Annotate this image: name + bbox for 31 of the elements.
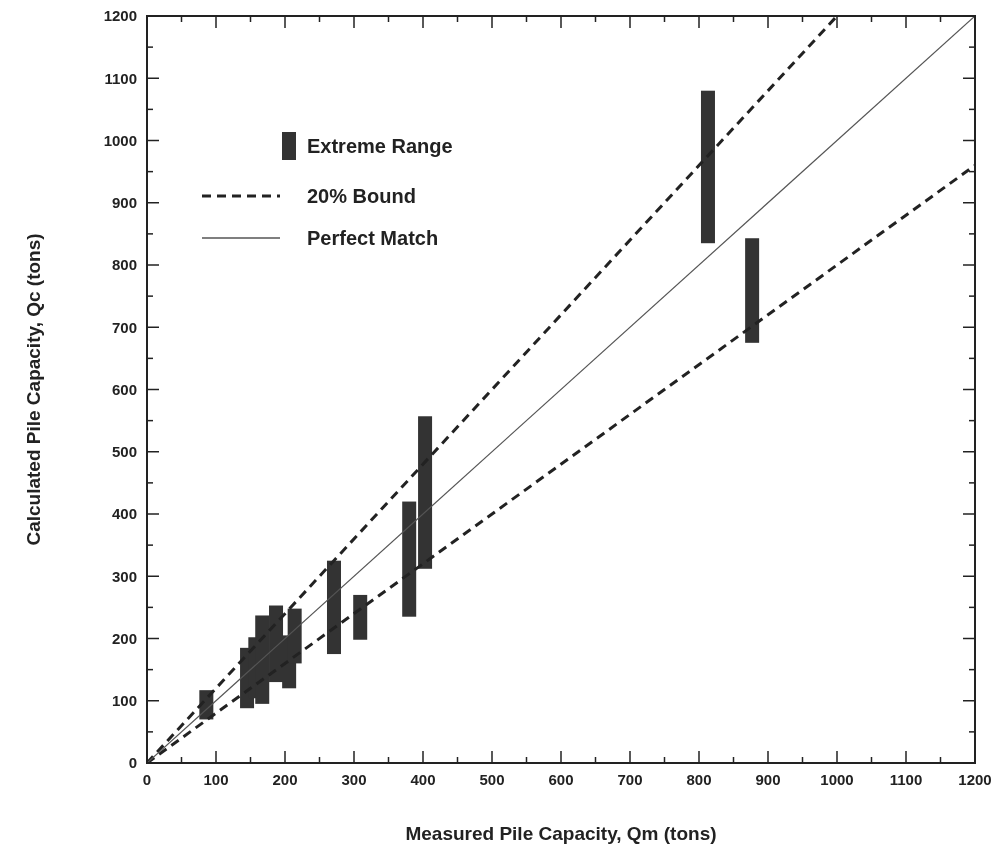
x-tick-label: 0 <box>142 771 152 788</box>
y-tick-label: 200 <box>111 629 137 647</box>
x-tick-label: 1200 <box>958 771 992 788</box>
y-tick-label: 900 <box>111 194 137 211</box>
x-tick-label: 200 <box>272 771 298 788</box>
x-tick-label: 300 <box>341 771 367 788</box>
x-tick-label: 800 <box>686 771 712 788</box>
y-tick-label: 800 <box>111 256 137 274</box>
legend-label: Perfect Match <box>307 227 439 249</box>
y-tick-label: 600 <box>111 380 137 398</box>
y-tick-label: 1000 <box>103 131 137 149</box>
x-tick-label: 100 <box>203 771 229 788</box>
x-tick-label: 500 <box>479 771 505 788</box>
y-tick-label: 0 <box>128 754 137 772</box>
y-tick-label: 500 <box>111 443 137 460</box>
y-tick-label: 700 <box>111 318 137 336</box>
y-tick-label: 1200 <box>103 7 137 25</box>
y-tick-label: 1100 <box>104 69 137 87</box>
x-tick-label: 700 <box>617 771 643 788</box>
y-axis-title: Calculated Pile Capacity, Qc (tons) <box>23 233 44 546</box>
x-tick-label: 900 <box>755 771 781 788</box>
x-axis-title: Measured Pile Capacity, Qm (tons) <box>405 823 717 844</box>
x-tick-label: 1100 <box>889 771 923 788</box>
x-tick-label: 1000 <box>820 771 854 788</box>
x-tick-label: 400 <box>410 771 436 788</box>
legend-label: Extreme Range <box>307 135 453 157</box>
y-tick-label: 400 <box>111 505 137 523</box>
y-tick-label: 300 <box>111 567 137 585</box>
legend-label: 20% Bound <box>307 185 416 207</box>
x-tick-label: 600 <box>548 771 574 788</box>
y-tick-label: 100 <box>111 692 137 709</box>
